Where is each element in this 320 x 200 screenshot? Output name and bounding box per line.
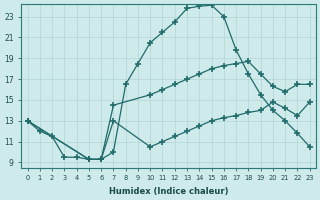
X-axis label: Humidex (Indice chaleur): Humidex (Indice chaleur) [109,187,228,196]
